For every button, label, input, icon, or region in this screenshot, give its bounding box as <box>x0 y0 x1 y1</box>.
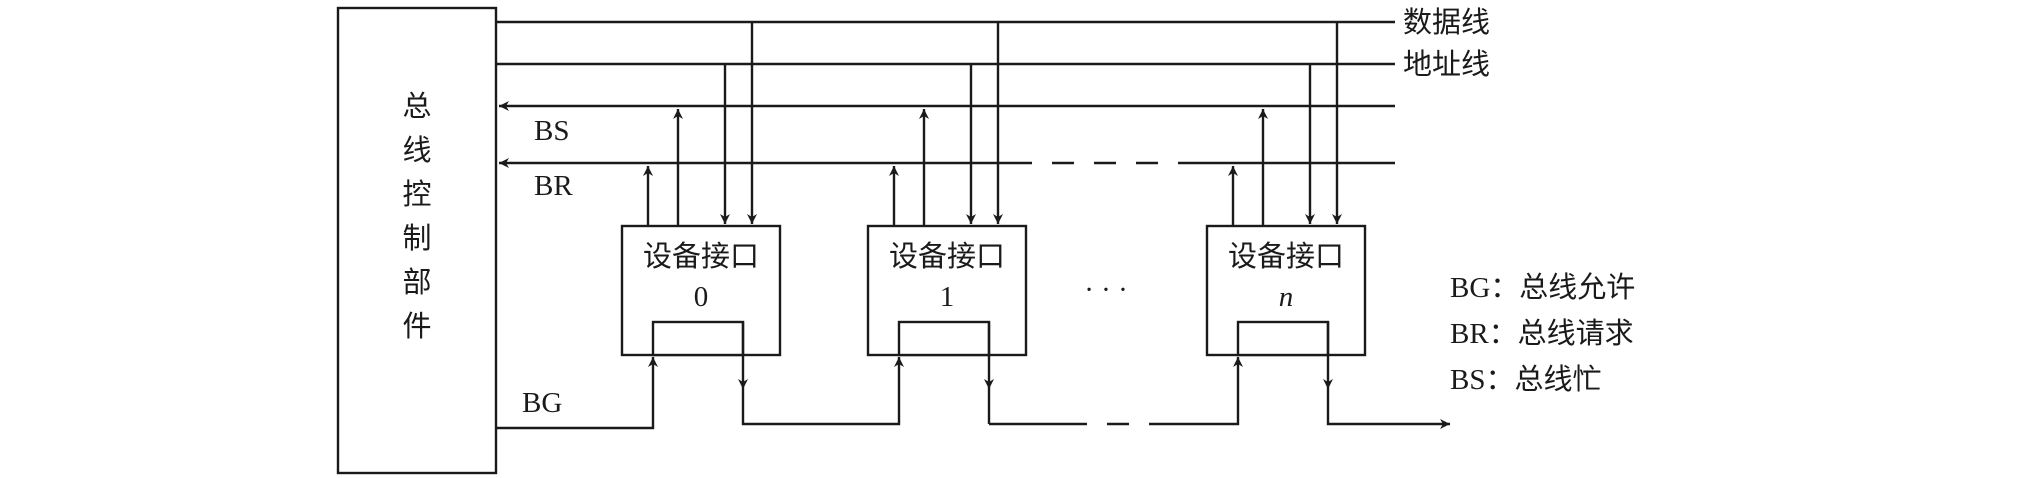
dev0-inner-box <box>651 320 745 357</box>
dev0-to-dev1 <box>741 357 904 426</box>
controller-char-1: 总 <box>402 89 431 123</box>
legend-br: BR：总线请求 <box>1450 317 1634 350</box>
br-label: BR <box>534 170 573 202</box>
controller-char-4: 制 <box>402 221 431 255</box>
dev0-label: 设备接口 <box>643 239 759 273</box>
dev0-index: 0 <box>694 281 709 313</box>
devn-label: 设备接口 <box>1228 239 1344 273</box>
data-bus-label: 数据线 <box>1403 5 1490 39</box>
bs-label: BS <box>534 115 569 147</box>
controller-char-2: 线 <box>402 133 431 167</box>
controller-char-5: 部 <box>402 265 431 299</box>
legend: BG：总线允许 BR：总线请求 BS：总线忙 <box>1450 271 1635 396</box>
device-interface-0: 设备接口 0 <box>620 22 782 357</box>
dev1-index: 1 <box>940 281 955 313</box>
controller-char-6: 件 <box>402 309 431 343</box>
bus-controller-box <box>336 6 498 475</box>
chain-to-devn <box>1170 357 1243 426</box>
controller-char-3: 控 <box>402 177 431 211</box>
devn-inner-box <box>1236 320 1330 357</box>
devn-chain-out <box>1326 389 1450 429</box>
devn-index: n <box>1279 281 1294 313</box>
bus-controller-label: 总 线 控 制 部 件 <box>402 89 431 343</box>
address-bus-label: 地址线 <box>1403 47 1490 81</box>
device-interface-1: 设备接口 1 <box>866 22 1028 357</box>
bg-label: BG <box>522 387 562 419</box>
dev1-inner-box <box>897 320 991 357</box>
device-interface-n: 设备接口 n <box>1205 22 1367 357</box>
bg-to-dev0 <box>496 357 658 430</box>
ellipsis: · · · <box>1084 274 1127 306</box>
legend-bg: BG：总线允许 <box>1450 271 1635 304</box>
dev1-label: 设备接口 <box>889 239 1005 273</box>
legend-bs: BS：总线忙 <box>1450 363 1601 396</box>
